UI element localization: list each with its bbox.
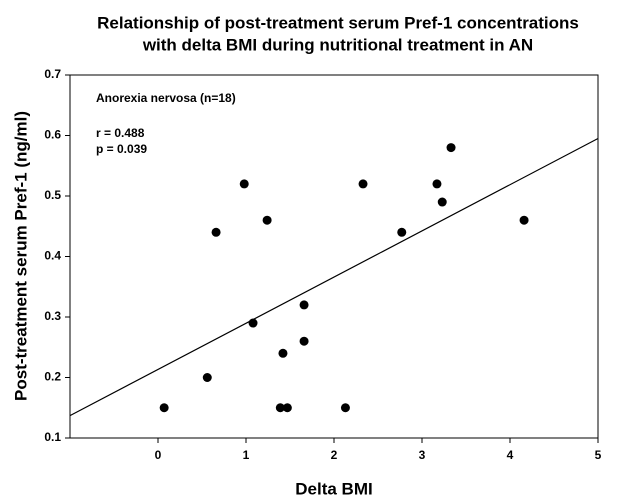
y-tick-label: 0.4 bbox=[44, 249, 61, 263]
point bbox=[437, 197, 447, 207]
point bbox=[202, 373, 212, 382]
y-axis-label: Post-treatment serum Pref-1 (ng/ml) bbox=[11, 111, 30, 401]
point bbox=[340, 403, 350, 413]
point bbox=[278, 348, 288, 358]
x-tick-label: 2 bbox=[331, 448, 338, 462]
point bbox=[446, 143, 456, 153]
plot-frame bbox=[69, 74, 599, 439]
x-tick-label: 5 bbox=[595, 448, 602, 462]
point bbox=[239, 179, 249, 189]
point bbox=[282, 403, 292, 413]
point bbox=[299, 336, 309, 346]
annotation: r = 0.488 bbox=[96, 126, 145, 140]
y-tick-label: 0.3 bbox=[44, 309, 61, 323]
y-tick-label: 0.5 bbox=[44, 188, 61, 202]
annotation: p = 0.039 bbox=[96, 142, 147, 156]
point bbox=[248, 318, 258, 328]
y-tick-label: 0.1 bbox=[44, 430, 61, 444]
x-tick-label: 1 bbox=[243, 448, 250, 462]
chart-title: with delta BMI during nutritional treatm… bbox=[142, 35, 533, 54]
point bbox=[211, 227, 221, 237]
regression-line bbox=[69, 137, 599, 417]
y-tick-label: 0.2 bbox=[44, 370, 61, 384]
annotation: Anorexia nervosa (n=18) bbox=[96, 91, 236, 105]
point bbox=[397, 227, 407, 237]
point bbox=[159, 403, 169, 413]
point bbox=[432, 179, 442, 189]
x-tick-label: 3 bbox=[419, 448, 426, 462]
point bbox=[519, 215, 529, 225]
y-tick-label: 0.6 bbox=[44, 128, 61, 142]
point bbox=[262, 215, 272, 225]
point bbox=[275, 403, 285, 413]
y-tick-label: 0.7 bbox=[44, 67, 61, 81]
x-axis-label: Delta BMI bbox=[295, 479, 372, 498]
point bbox=[299, 300, 309, 310]
chart-title: Relationship of post-treatment serum Pre… bbox=[97, 13, 579, 32]
x-tick-label: 0 bbox=[155, 448, 162, 462]
point bbox=[358, 179, 368, 189]
x-tick-label: 4 bbox=[507, 448, 514, 462]
